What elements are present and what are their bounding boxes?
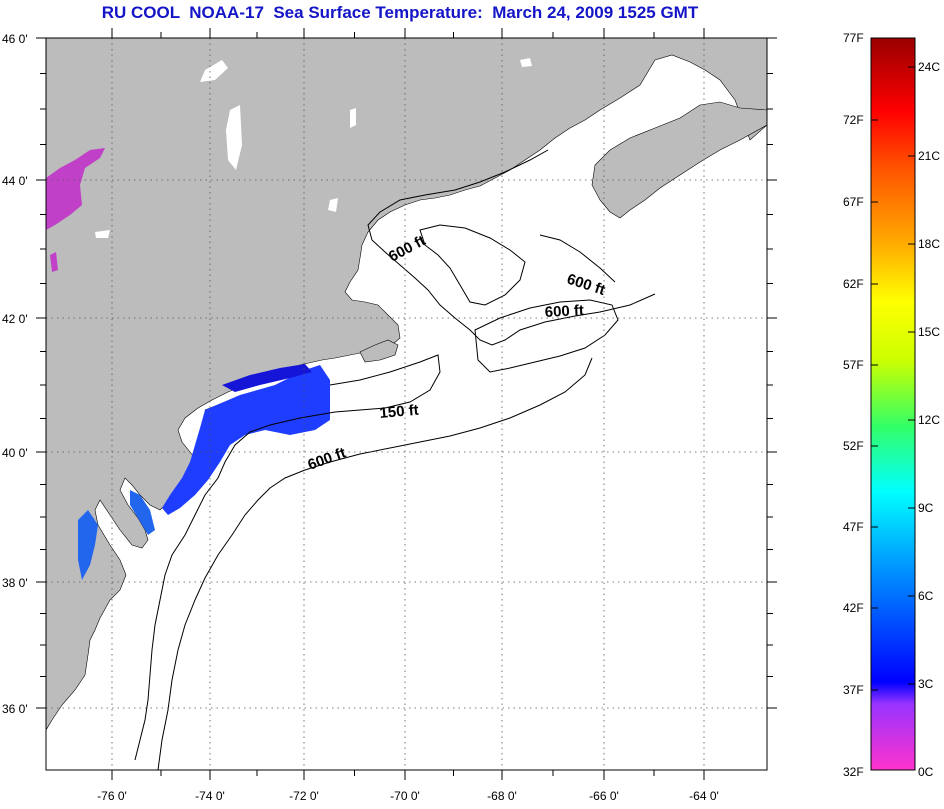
- cb-label-12c: 12C: [918, 413, 940, 427]
- lat-label-46: 46 0': [2, 32, 28, 46]
- sst-very-cold-patch: [46, 148, 105, 230]
- colorbar-ticks: [871, 37, 915, 771]
- contour-label-600ft-georges: 600 ft: [544, 302, 584, 321]
- colorbar: [870, 37, 916, 771]
- cb-label-67f: 67F: [843, 195, 864, 209]
- contour-ns-shelf: [539, 234, 616, 283]
- lat-label-42: 42 0': [2, 312, 28, 326]
- sst-cold-sound: [222, 364, 312, 392]
- lake: [226, 105, 242, 170]
- lat-label-44: 44 0': [2, 174, 28, 188]
- cb-label-62f: 62F: [843, 277, 864, 291]
- cb-label-21c: 21C: [918, 149, 940, 163]
- land-cape-cod: [359, 339, 399, 363]
- cb-label-3c: 3C: [918, 677, 934, 691]
- cb-label-9c: 9C: [918, 501, 934, 515]
- lake: [520, 58, 532, 67]
- sst-cold-nybight: [162, 365, 330, 515]
- lat-label-36: 36 0': [2, 702, 28, 716]
- contour-600ft-shelf: [157, 357, 593, 770]
- lon-label-70: -70 0': [390, 789, 420, 803]
- cb-label-47f: 47F: [843, 520, 864, 534]
- lon-label-72: -72 0': [289, 789, 319, 803]
- contour-georges: [474, 299, 619, 373]
- axis-ticks: [36, 28, 777, 780]
- lake: [328, 198, 338, 212]
- sst-cold-chesapeake: [78, 510, 98, 580]
- lat-label-38: 38 0': [2, 576, 28, 590]
- lon-label-76: -76 0': [97, 789, 127, 803]
- depth-contours: [134, 149, 656, 770]
- cb-label-6c: 6C: [918, 589, 934, 603]
- cb-label-0c: 0C: [918, 765, 934, 779]
- cb-label-15c: 15C: [918, 325, 940, 339]
- cb-label-42f: 42F: [843, 601, 864, 615]
- sst-very-cold-patch: [50, 252, 58, 272]
- cb-label-72f: 72F: [843, 113, 864, 127]
- lake: [200, 60, 228, 82]
- lake: [95, 230, 110, 238]
- cb-label-32f: 32F: [843, 765, 864, 779]
- cb-label-52f: 52F: [843, 439, 864, 453]
- map-frame: [45, 37, 768, 771]
- lon-label-74: -74 0': [195, 789, 225, 803]
- lat-label-40: 40 0': [2, 446, 28, 460]
- land-nova-scotia: [591, 101, 767, 219]
- lon-label-68: -68 0': [487, 789, 517, 803]
- lon-label-64: -64 0': [689, 789, 719, 803]
- contour-600ft: [367, 149, 656, 346]
- lon-label-66: -66 0': [589, 789, 619, 803]
- map-title: RU COOL NOAA-17 Sea Surface Temperature:…: [101, 3, 699, 22]
- cb-label-37f: 37F: [843, 683, 864, 697]
- contour-gom-inner: [419, 224, 526, 306]
- cb-label-57f: 57F: [843, 358, 864, 372]
- contour-150ft: [134, 354, 441, 761]
- cb-label-24c: 24C: [918, 60, 940, 74]
- graticule-grid: [46, 38, 767, 770]
- contour-label-150ft: 150 ft: [379, 402, 420, 422]
- lake: [350, 108, 356, 128]
- cb-label-18c: 18C: [918, 237, 940, 251]
- cb-label-77f: 77F: [843, 31, 864, 45]
- sst-cold-delaware: [130, 490, 155, 535]
